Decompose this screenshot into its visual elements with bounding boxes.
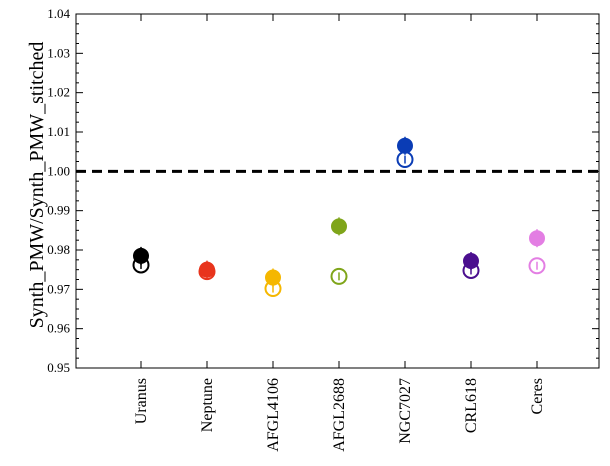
y-tick-label: 0.97 <box>47 281 70 296</box>
y-tick-label: 1.01 <box>47 124 70 139</box>
x-ticks: Uranus Neptune AFGL4106 AFGL2688 NGC7027 CRL6… <box>133 14 546 452</box>
y-ticks: 0.95 0.96 0.97 0.98 0.99 1.00 1.01 1.02 1.03 1.04 <box>47 6 599 375</box>
y-tick-label: 1.04 <box>47 6 70 21</box>
y-tick-label: 0.99 <box>47 203 70 218</box>
x-category-label: NGC7027 <box>397 378 414 444</box>
plot-axes <box>75 13 600 369</box>
y-tick-label: 1.02 <box>47 85 70 100</box>
y-tick-label: 0.96 <box>47 321 70 336</box>
y-axis-label: Synth_PMW/Synth_PMW_stitched <box>26 42 48 329</box>
x-category-label: Uranus <box>133 378 150 424</box>
filled-marker <box>529 230 545 247</box>
filled-marker <box>199 261 215 278</box>
y-tick-label: 1.00 <box>47 163 70 178</box>
y-tick-label: 0.98 <box>47 242 70 257</box>
y-tick-label: 1.03 <box>47 45 70 60</box>
filled-marker <box>331 218 347 235</box>
filled-marker <box>265 269 281 286</box>
data-points <box>132 136 546 298</box>
x-category-label: CRL618 <box>463 378 480 433</box>
filled-marker <box>133 247 149 264</box>
x-category-label: AFGL4106 <box>265 378 282 452</box>
x-category-label: Ceres <box>529 378 546 414</box>
plot-frame <box>75 13 600 369</box>
x-category-label: Neptune <box>199 378 216 432</box>
x-category-label: AFGL2688 <box>331 378 348 452</box>
y-tick-label: 0.95 <box>47 360 70 375</box>
filled-marker <box>463 253 479 270</box>
filled-marker <box>397 137 413 154</box>
